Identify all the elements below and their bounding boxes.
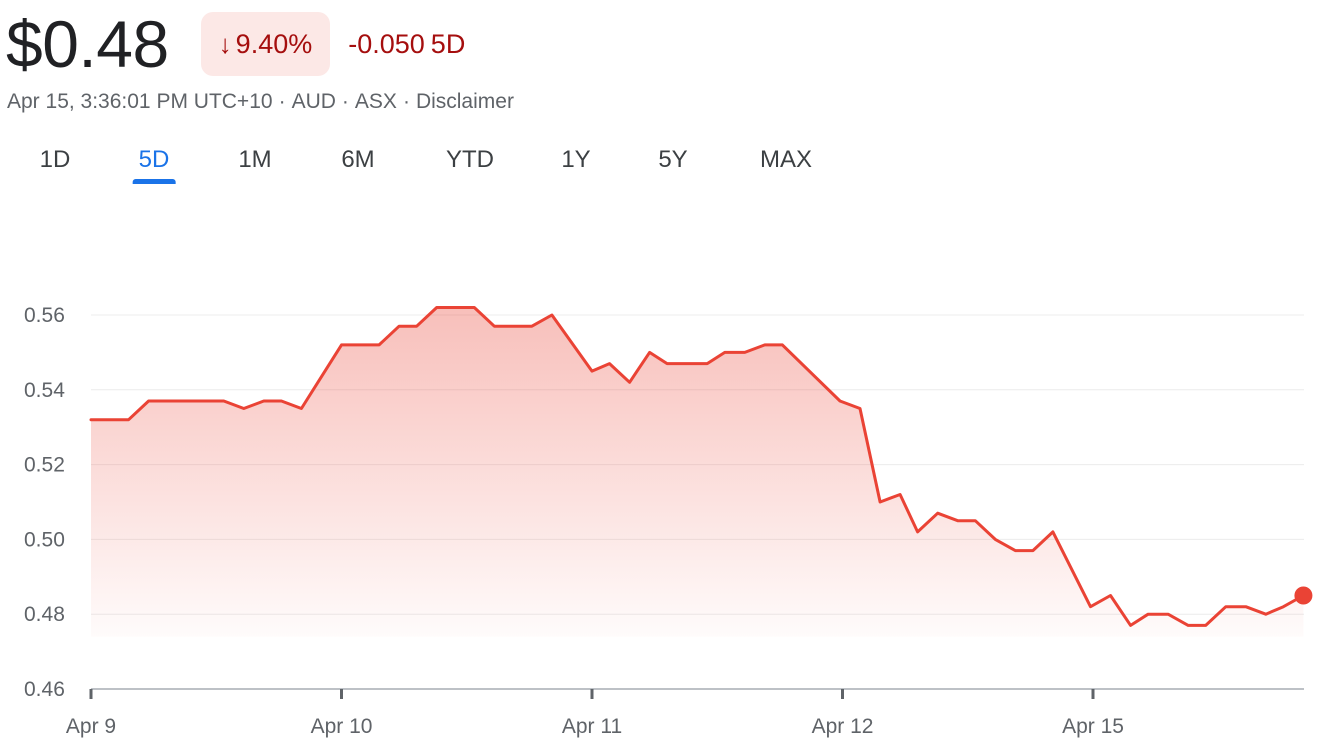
change-percent-badge: ↓ 9.40% <box>200 12 331 76</box>
x-axis <box>89 688 1304 699</box>
y-tick-label: 0.50 <box>24 528 65 551</box>
current-price-dot <box>1294 586 1313 605</box>
current-price: $0.48 <box>6 7 169 81</box>
y-tick-label: 0.46 <box>24 678 65 701</box>
change-absolute: -0.050 5D <box>348 29 465 60</box>
tab-max[interactable]: MAX <box>759 146 813 173</box>
tab-ytd[interactable]: YTD <box>446 146 494 173</box>
exchange: ASX <box>354 90 397 113</box>
separator: · <box>341 90 349 113</box>
x-tick-label: Apr 9 <box>66 715 116 738</box>
y-tick-label: 0.56 <box>24 304 65 327</box>
area-fill-path <box>91 307 1304 637</box>
y-tick-label: 0.48 <box>24 603 65 626</box>
currency: AUD <box>291 90 336 113</box>
arrow-down-icon: ↓ <box>218 28 232 59</box>
tab-1m[interactable]: 1M <box>238 146 272 173</box>
price-line <box>89 306 1305 627</box>
tab-6m[interactable]: 6M <box>341 146 375 173</box>
change-period: 5D <box>430 28 466 59</box>
tab-5d[interactable]: 5D <box>132 140 175 186</box>
separator: · <box>402 90 410 113</box>
timestamp: Apr 15, 3:36:01 PM UTC+10 <box>7 90 273 113</box>
quote-meta: Apr 15, 3:36:01 PM UTC+10 · AUD · ASX · Discla… <box>7 90 514 114</box>
change-absolute-value: -0.050 <box>348 28 425 59</box>
x-tick-label: Apr 11 <box>562 715 622 738</box>
series-line <box>89 306 1313 627</box>
range-tabs: 1D 5D 1M 6M YTD 1Y 5Y MAX <box>0 140 900 188</box>
x-tick-label: Apr 12 <box>812 715 874 738</box>
separator: · <box>278 90 286 113</box>
tab-5y[interactable]: 5Y <box>658 146 688 173</box>
disclaimer-link[interactable]: Disclaimer <box>415 90 514 113</box>
tab-1d[interactable]: 1D <box>39 146 71 173</box>
x-tick-label: Apr 10 <box>311 715 373 738</box>
change-percent: 9.40% <box>235 28 313 59</box>
axis-labels: 0.46 0.48 0.50 0.52 0.54 0.56 Apr 9 Apr 10 Apr 1… <box>24 304 1124 738</box>
area-fill <box>91 307 1304 637</box>
quote-header: $0.48 ↓ 9.40% -0.050 5D <box>6 4 465 84</box>
x-tick-label: Apr 15 <box>1062 715 1124 738</box>
y-tick-label: 0.52 <box>24 454 65 477</box>
y-tick-label: 0.54 <box>24 379 65 402</box>
tab-1y[interactable]: 1Y <box>561 146 591 173</box>
